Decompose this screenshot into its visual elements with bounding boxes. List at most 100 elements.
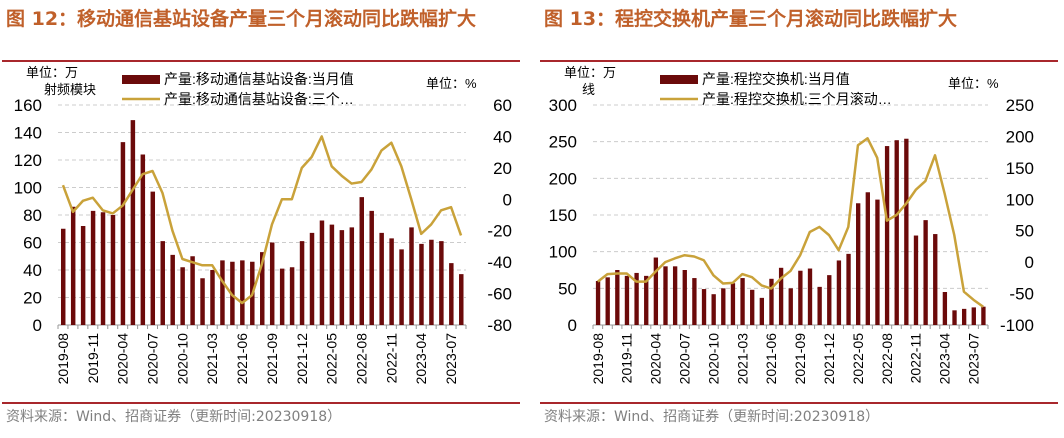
y-left-tick-label: 120: [14, 151, 42, 170]
y-right-tick-label: -20: [487, 222, 512, 241]
x-tick-label: 2020-07: [677, 333, 693, 385]
bar: [740, 278, 745, 325]
bar: [240, 260, 245, 325]
y-right-tick-label: -50: [1009, 285, 1034, 304]
bar: [595, 281, 601, 325]
x-tick-label: 2021-09: [792, 333, 808, 385]
bar: [836, 260, 842, 325]
top-rule: [2, 60, 520, 62]
bar: [120, 142, 126, 325]
bar: [942, 292, 948, 325]
bar: [260, 252, 265, 325]
y-left-tick-label: 250: [549, 133, 577, 152]
bar: [933, 234, 938, 325]
y-right-tick-label: 0: [503, 190, 512, 209]
bar: [180, 267, 185, 325]
legend-bar-label: 产量:程控交换机:当月值: [702, 71, 850, 87]
bar: [90, 210, 96, 325]
x-tick-label: 2021-06: [234, 333, 250, 385]
chart-panel-13: 图 13：程控交换机产量三个月滚动同比跌幅扩大 0 50 100 150 200 250 3…: [538, 0, 1060, 438]
bar: [190, 256, 195, 325]
x-tick-label: 2021-12: [821, 333, 837, 385]
chart-title: 图 12：移动通信基站设备产量三个月滚动同比跌幅扩大: [6, 8, 477, 30]
bar: [379, 232, 384, 325]
chart-panel-12: 图 12：移动通信基站设备产量三个月滚动同比跌幅扩大 0 20 40 60 80 100 1…: [0, 0, 522, 438]
x-tick-label: 2019-11: [619, 333, 635, 384]
bar: [605, 277, 610, 325]
x-tick-label: 2020-10: [705, 333, 721, 385]
bar: [279, 268, 285, 325]
bar: [319, 220, 325, 325]
bar: [865, 192, 870, 325]
bar: [701, 289, 707, 325]
x-tick-label: 2023-04: [413, 333, 429, 385]
y-right-tick-label: 40: [493, 127, 512, 146]
x-tick-label: 2023-04: [937, 333, 953, 385]
legend-bar-swatch: [660, 75, 698, 84]
source-note: 资料来源：Wind、招商证券（更新时间:20230918）: [544, 409, 880, 425]
x-tick-label: 2022-08: [879, 333, 895, 385]
bar: [961, 308, 967, 325]
bar: [299, 241, 305, 325]
bar: [952, 310, 957, 325]
bar: [750, 289, 755, 325]
bar: [875, 199, 880, 325]
bar: [663, 266, 668, 325]
y-left-tick-label: 40: [23, 261, 42, 280]
bar: [429, 239, 434, 325]
bar: [682, 270, 687, 325]
legend-bar-swatch: [122, 75, 160, 84]
bar: [692, 278, 697, 325]
bar: [904, 138, 909, 325]
y-right-tick-label: -80: [487, 316, 512, 335]
bar: [644, 275, 649, 325]
y-left-tick-label: 60: [23, 234, 42, 253]
x-tick-label: 2022-05: [850, 333, 866, 385]
bar: [856, 203, 861, 325]
x-tick-label: 2023-07: [966, 333, 982, 385]
x-tick-label: 2023-07: [443, 333, 459, 385]
chart-svg: 0 20 40 60 80 100 120 140 160 -80 -60 -40 -20 0 20 40 60…: [14, 65, 512, 385]
y-right-tick-label: -40: [487, 253, 512, 272]
bar: [788, 288, 793, 325]
x-tick-label: 2021-03: [734, 333, 750, 385]
x-tick-label: 2022-11: [383, 333, 399, 384]
bar: [309, 232, 315, 325]
bar: [653, 257, 659, 325]
x-tick-label: 2022-05: [324, 333, 340, 385]
x-tick-label: 2021-03: [204, 333, 220, 385]
bar: [827, 275, 832, 325]
bar: [269, 242, 275, 325]
bar: [672, 266, 678, 325]
bar: [778, 267, 784, 325]
bar: [459, 274, 464, 325]
x-tick-label: 2019-08: [55, 333, 71, 385]
bar: [70, 206, 76, 325]
bar: [60, 228, 66, 325]
bottom-rule: [2, 402, 520, 404]
bar: [140, 154, 146, 325]
bar: [289, 267, 295, 325]
x-tick-label: 2020-04: [115, 333, 131, 385]
bar: [419, 243, 424, 325]
y-right-tick-label: 0: [1025, 253, 1034, 272]
x-tick-label: 2022-08: [354, 333, 370, 385]
bar: [759, 297, 765, 325]
x-tick-label: 2022-11: [908, 333, 924, 384]
x-tick-label: 2020-04: [648, 333, 664, 385]
y-left-tick-label: 200: [549, 169, 577, 188]
bar: [389, 238, 394, 325]
y-right-tick-label: 60: [493, 96, 512, 115]
legend-line-label: 产量:移动通信基站设备:三个…: [164, 91, 354, 107]
bar: [170, 254, 175, 325]
bar: [439, 241, 444, 325]
y-left-tick-label: 80: [23, 206, 42, 225]
bar: [349, 227, 355, 325]
bar: [359, 197, 364, 325]
bar: [769, 278, 774, 325]
legend-line-label: 产量:程控交换机:三个月滚动…: [702, 91, 892, 107]
bar: [798, 270, 803, 325]
bottom-rule: [540, 402, 1058, 404]
y-left-tick-label: 0: [33, 316, 42, 335]
bar: [981, 306, 986, 325]
